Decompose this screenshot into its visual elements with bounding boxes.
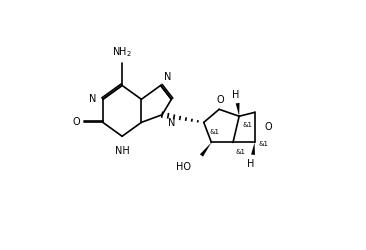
Text: &1: &1 [258,141,268,147]
Text: HO: HO [176,162,191,172]
Text: N: N [168,118,175,128]
Text: NH: NH [115,146,130,156]
Text: H: H [232,90,239,100]
Text: N: N [89,94,97,104]
Text: N: N [164,72,171,82]
Text: H: H [247,158,254,168]
Text: &1: &1 [242,122,252,128]
Text: &1: &1 [210,128,220,134]
Text: O: O [217,96,224,106]
Polygon shape [251,142,255,155]
Polygon shape [236,103,239,116]
Polygon shape [200,142,212,157]
Text: &1: &1 [235,148,245,154]
Text: O: O [265,122,272,132]
Text: O: O [73,118,81,128]
Text: NH$_2$: NH$_2$ [112,46,132,59]
